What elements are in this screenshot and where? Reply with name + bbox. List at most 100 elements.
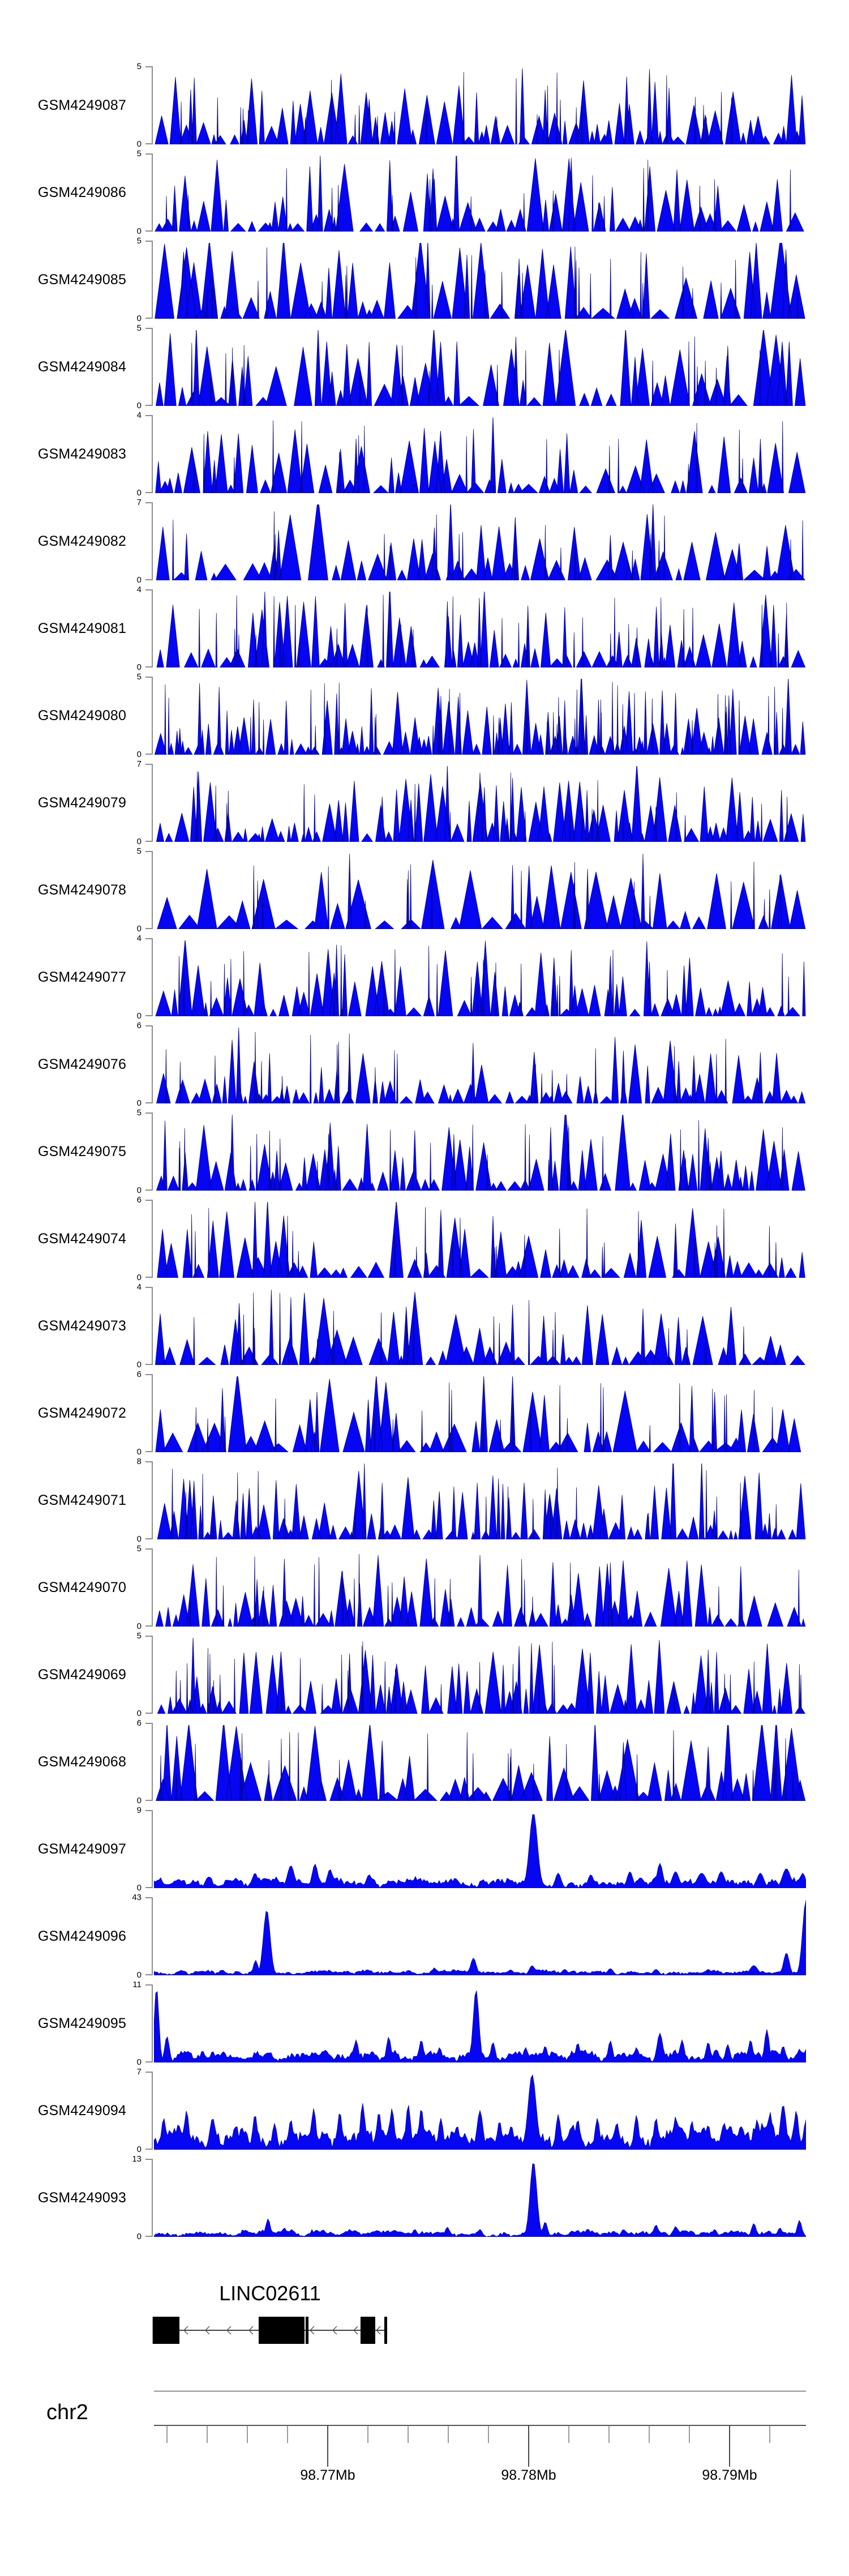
coverage-signal-area bbox=[156, 1115, 805, 1191]
y-axis-tick-bottom bbox=[145, 1887, 152, 1888]
y-axis-line bbox=[152, 1374, 153, 1452]
y-axis-max-label: 6 bbox=[136, 1718, 142, 1728]
y-axis-tick-top bbox=[145, 2072, 152, 2073]
coverage-track-row: GSM4249094 7 0 bbox=[0, 2068, 849, 2154]
y-axis-max-label: 9 bbox=[136, 1805, 142, 1815]
y-axis-line bbox=[152, 677, 153, 755]
y-axis-tick-top bbox=[145, 589, 152, 590]
y-axis-tick-bottom bbox=[145, 1102, 152, 1103]
y-axis-zero-label: 0 bbox=[136, 662, 142, 672]
y-axis-tick-bottom bbox=[145, 405, 152, 406]
coverage-signal-area bbox=[155, 1554, 806, 1627]
y-axis-zero-label: 0 bbox=[136, 2232, 142, 2241]
y-axis-line bbox=[152, 1461, 153, 1539]
axis-tick-label: 98.78Mb bbox=[501, 2467, 556, 2483]
track-sample-label: GSM4249075 bbox=[37, 1143, 127, 1159]
track-sample-label: GSM4249093 bbox=[37, 2189, 127, 2206]
coverage-signal-area bbox=[155, 69, 806, 144]
y-axis-tick-bottom bbox=[145, 1974, 152, 1975]
coverage-track-row: GSM4249071 8 0 bbox=[0, 1457, 849, 1543]
y-axis-zero-label: 0 bbox=[136, 575, 142, 585]
y-axis-tick-top bbox=[145, 1897, 152, 1898]
y-axis-tick-top bbox=[145, 1461, 152, 1462]
strand-arrow-icon bbox=[248, 2326, 254, 2335]
coverage-track-row: GSM4249073 4 0 bbox=[0, 1283, 849, 1369]
y-axis-zero-label: 0 bbox=[136, 1186, 142, 1195]
coverage-signal-area bbox=[157, 1464, 806, 1539]
y-axis-max-label: 6 bbox=[136, 1370, 142, 1379]
y-axis-tick-bottom bbox=[145, 1625, 152, 1627]
coverage-signal-area bbox=[156, 504, 806, 580]
gene-name-label: LINC02611 bbox=[219, 2282, 321, 2305]
y-axis-zero-label: 0 bbox=[136, 401, 142, 410]
strand-arrow-icon bbox=[226, 2326, 231, 2335]
track-sample-label: GSM4249086 bbox=[37, 184, 127, 200]
y-axis-tick-top bbox=[145, 1810, 152, 1811]
y-axis-line bbox=[152, 2159, 153, 2237]
exon-box bbox=[384, 2317, 387, 2344]
y-axis-zero-label: 0 bbox=[136, 1796, 142, 1805]
coverage-signal-area bbox=[156, 1028, 806, 1103]
y-axis-max-label: 5 bbox=[136, 672, 142, 682]
y-axis-line bbox=[152, 2072, 153, 2150]
y-axis-tick-top bbox=[145, 1287, 152, 1288]
coverage-track-row: GSM4249077 4 0 bbox=[0, 934, 849, 1020]
coverage-signal-area bbox=[154, 2163, 806, 2237]
gene-model-track bbox=[152, 2317, 387, 2344]
y-axis-line bbox=[152, 328, 153, 406]
y-axis-line bbox=[152, 1025, 153, 1103]
axis-tick-label: 98.79Mb bbox=[702, 2467, 757, 2483]
track-sample-label: GSM4249094 bbox=[37, 2102, 127, 2119]
coverage-signal-area bbox=[155, 243, 805, 319]
y-axis-tick-bottom bbox=[145, 1800, 152, 1801]
y-axis-tick-top bbox=[145, 2159, 152, 2160]
coverage-signal-area bbox=[155, 940, 806, 1016]
exon-box bbox=[259, 2317, 305, 2344]
y-axis-tick-bottom bbox=[145, 1451, 152, 1452]
track-sample-label: GSM4249077 bbox=[37, 969, 127, 985]
y-axis-line bbox=[152, 1897, 153, 1975]
coverage-track-row: GSM4249097 9 0 bbox=[0, 1806, 849, 1892]
y-axis-max-label: 13 bbox=[132, 2154, 142, 2164]
coverage-signal-area bbox=[155, 1289, 806, 1365]
y-axis-max-label: 43 bbox=[132, 1893, 142, 1902]
track-sample-label: GSM4249073 bbox=[37, 1317, 127, 1334]
coverage-signal-area bbox=[155, 1376, 801, 1452]
axis-tick-label: 98.77Mb bbox=[300, 2467, 355, 2483]
coverage-track-row: GSM4249078 5 0 bbox=[0, 847, 849, 933]
y-axis-tick-top bbox=[145, 66, 152, 67]
y-axis-zero-label: 0 bbox=[136, 1621, 142, 1631]
coverage-signal-area bbox=[157, 1638, 806, 1714]
coverage-signal-area bbox=[157, 853, 806, 929]
y-axis-line bbox=[152, 1287, 153, 1365]
y-axis-max-label: 5 bbox=[136, 236, 142, 246]
coverage-track-row: GSM4249069 5 0 bbox=[0, 1632, 849, 1718]
coverage-signal-area bbox=[156, 1725, 806, 1801]
y-axis-tick-top bbox=[145, 153, 152, 155]
y-axis-tick-bottom bbox=[145, 841, 152, 842]
exon-box bbox=[360, 2317, 375, 2344]
y-axis-tick-top bbox=[145, 1374, 152, 1375]
track-sample-label: GSM4249079 bbox=[37, 794, 127, 811]
y-axis-tick-bottom bbox=[145, 2061, 152, 2062]
y-axis-line bbox=[152, 66, 153, 144]
y-axis-zero-label: 0 bbox=[136, 226, 142, 236]
track-sample-label: GSM4249076 bbox=[37, 1056, 127, 1072]
y-axis-line bbox=[152, 1636, 153, 1714]
y-axis-line bbox=[152, 1200, 153, 1278]
track-sample-label: GSM4249096 bbox=[37, 1928, 127, 1944]
y-axis-tick-top bbox=[145, 1548, 152, 1550]
y-axis-tick-bottom bbox=[145, 1364, 152, 1365]
track-sample-label: GSM4249068 bbox=[37, 1753, 127, 1770]
y-axis-zero-label: 0 bbox=[136, 837, 142, 846]
y-axis-tick-top bbox=[145, 1723, 152, 1724]
y-axis-tick-bottom bbox=[145, 754, 152, 755]
y-axis-zero-label: 0 bbox=[136, 1360, 142, 1370]
y-axis-line bbox=[152, 764, 153, 842]
track-sample-label: GSM4249074 bbox=[37, 1230, 127, 1247]
y-axis-tick-top bbox=[145, 241, 152, 242]
y-axis-tick-bottom bbox=[145, 1277, 152, 1278]
coverage-track-row: GSM4249086 5 0 bbox=[0, 149, 849, 236]
track-sample-label: GSM4249085 bbox=[37, 271, 127, 288]
y-axis-tick-bottom bbox=[145, 2236, 152, 2237]
